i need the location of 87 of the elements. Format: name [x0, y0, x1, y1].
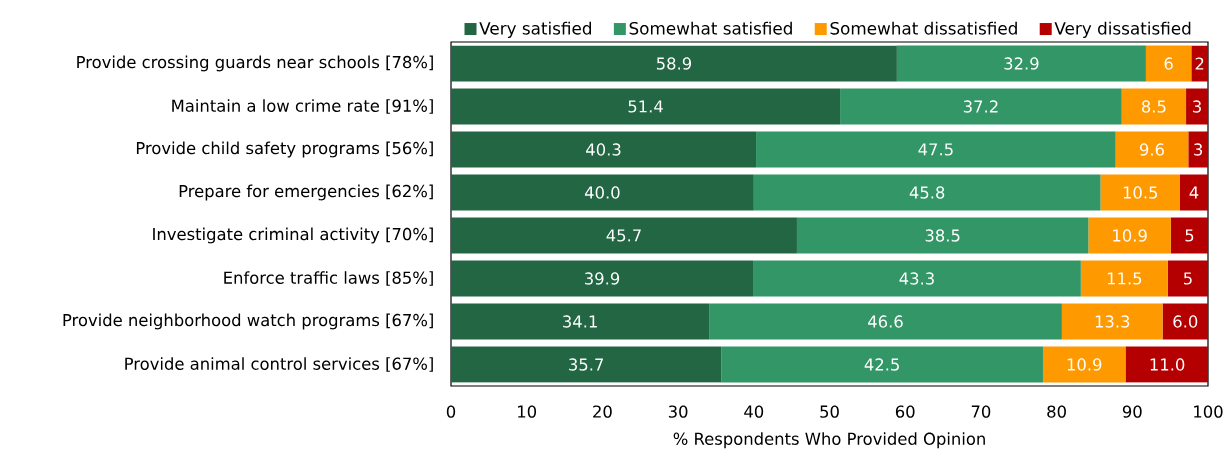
data-label: 51.4 [628, 100, 663, 113]
y-tick-label: Prepare for emergencies [62%] [179, 184, 433, 201]
data-label: 35.7 [569, 358, 603, 371]
data-label: 11.5 [1107, 272, 1142, 285]
data-label: 10.9 [1067, 358, 1102, 371]
bar [1145, 45, 1192, 82]
data-label: 10.9 [1113, 229, 1147, 242]
data-label: 6 [1164, 57, 1173, 70]
x-axis-title: % Respondents Who Provided Opinion [673, 432, 985, 449]
data-label: 46.6 [868, 315, 903, 328]
bar [753, 174, 1101, 211]
bar [753, 260, 1081, 297]
bar [796, 217, 1089, 254]
bar [1100, 174, 1180, 211]
bar [1125, 346, 1208, 383]
data-label: 13.3 [1095, 315, 1130, 328]
data-label: 47.5 [918, 143, 953, 156]
bar [1061, 303, 1163, 340]
bar [1188, 131, 1208, 168]
x-tick-label: 90 [1122, 405, 1142, 418]
x-tick-label: 40 [744, 405, 764, 418]
legend-label: Very dissatisfied [1054, 21, 1191, 38]
x-tick-label: 100 [1194, 405, 1223, 418]
bar [1186, 88, 1208, 125]
data-label: 34.1 [563, 315, 597, 328]
data-label: 5 [1185, 229, 1194, 242]
x-tick-label: 0 [446, 405, 456, 418]
bar [1115, 131, 1189, 168]
legend-label: Somewhat dissatisfied [830, 21, 1017, 35]
bar [451, 131, 757, 168]
bar [1042, 346, 1126, 383]
data-label: 42.5 [864, 358, 899, 371]
data-label: 4 [1189, 186, 1199, 199]
y-tick-label: Enforce traffic laws [85%] [224, 271, 433, 286]
data-label: 38.5 [925, 229, 960, 242]
y-tick-label: Provide animal control services [67%] [125, 357, 433, 372]
data-label: 8.5 [1141, 100, 1166, 113]
x-tick-label: 10 [518, 405, 537, 418]
y-tick-label: Provide crossing guards near schools [78%] [77, 55, 433, 72]
bar [1088, 217, 1171, 254]
bar [1167, 260, 1208, 297]
data-label: 39.9 [585, 272, 620, 285]
data-label: 2 [1195, 57, 1204, 70]
y-tick-label: Investigate criminal activity [70%] [153, 227, 433, 244]
bar [896, 45, 1146, 82]
data-label: 45.7 [606, 229, 641, 242]
y-tick-label: Provide child safety programs [56%] [136, 141, 433, 158]
bar [1179, 174, 1208, 211]
x-tick-label: 50 [820, 405, 839, 418]
y-tick-label: Maintain a low crime rate [91%] [172, 99, 433, 114]
x-tick-label: 20 [593, 405, 612, 418]
legend-label: Very satisfied [479, 21, 591, 38]
legend-label: Somewhat satisfied [629, 21, 792, 35]
bar [451, 260, 754, 297]
data-label: 3 [1193, 100, 1201, 113]
data-label: 6.0 [1173, 315, 1198, 328]
x-tick-label: 80 [1047, 405, 1066, 418]
data-label: 3 [1194, 143, 1203, 156]
data-label: 40.0 [584, 186, 620, 199]
bar [451, 217, 797, 254]
data-label: 37.2 [963, 100, 998, 113]
bar [451, 346, 722, 383]
bar [1080, 260, 1168, 297]
bar [1162, 303, 1208, 340]
y-tick-label: Provide neighborhood watch programs [67%] [63, 313, 433, 330]
bar [709, 303, 1062, 340]
x-tick-label: 70 [971, 405, 991, 418]
bar [1170, 217, 1208, 254]
data-label: 43.3 [899, 272, 934, 285]
bar [451, 174, 754, 211]
bar [721, 346, 1043, 383]
bar [451, 88, 841, 125]
data-label: 40.3 [586, 143, 621, 156]
bar [840, 88, 1122, 125]
data-label: 5 [1183, 272, 1192, 285]
bar [451, 303, 710, 340]
bar [451, 45, 897, 82]
bar [756, 131, 1116, 168]
x-tick-label: 60 [895, 405, 915, 418]
data-label: 58.9 [656, 57, 692, 70]
data-label: 9.6 [1139, 143, 1164, 156]
data-label: 10.5 [1123, 186, 1158, 199]
data-label: 32.9 [1004, 57, 1039, 70]
data-label: 11.0 [1150, 358, 1185, 371]
data-label: 45.8 [909, 186, 945, 199]
x-tick-label: 30 [668, 405, 688, 418]
bar [1121, 88, 1187, 125]
